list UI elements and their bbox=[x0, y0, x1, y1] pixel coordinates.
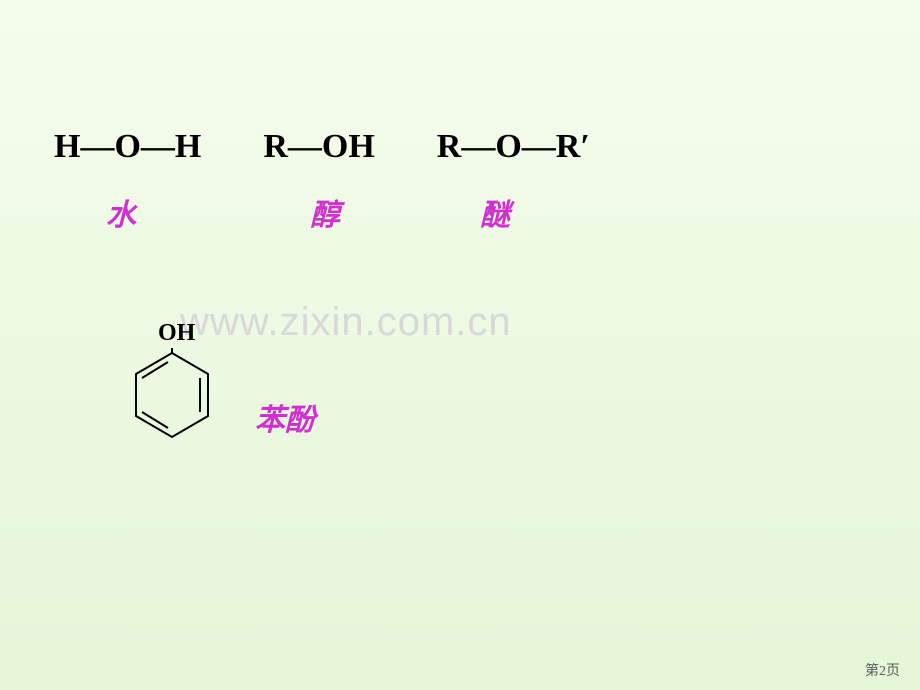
label-water: 水 bbox=[106, 190, 136, 234]
label-ether: 醚 bbox=[480, 190, 510, 234]
formula-ether: R—O—R′ bbox=[437, 128, 590, 166]
formula-row: H—O—H R—OH R—O—R′ bbox=[54, 128, 590, 166]
phenol-structure: OH bbox=[128, 320, 218, 455]
label-alcohol: 醇 bbox=[310, 190, 340, 234]
formula-water: H—O—H bbox=[54, 128, 201, 166]
benzene-ring-icon bbox=[130, 348, 216, 448]
watermark-text: www.zixin.com.cn bbox=[180, 300, 512, 345]
page-number: 第2页 bbox=[865, 660, 900, 680]
phenol-oh-label: OH bbox=[158, 320, 195, 347]
label-phenol: 苯酚 bbox=[255, 395, 315, 439]
formula-alcohol: R—OH bbox=[263, 128, 374, 166]
